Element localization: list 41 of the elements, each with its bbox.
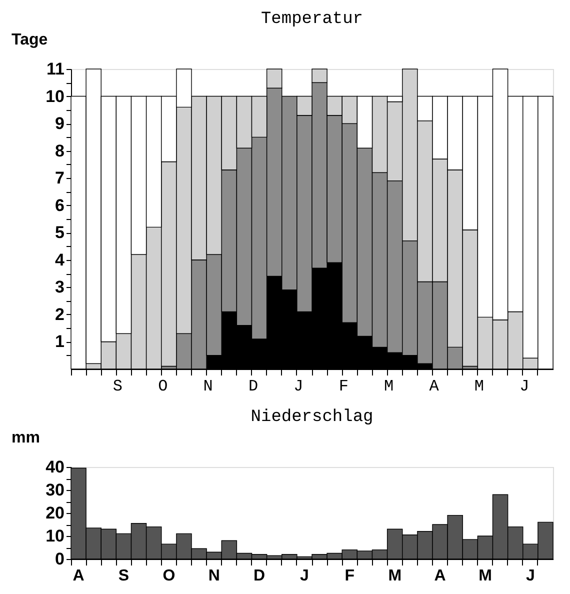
y-tick-label: 30	[46, 480, 64, 500]
y-tick-label: 6	[55, 196, 64, 215]
x-tick-label: A	[72, 568, 85, 584]
x-tick-label: M	[478, 568, 492, 584]
y-tick-label: 2	[55, 304, 64, 324]
x-tick-label: F	[338, 378, 348, 396]
x-tick-label: J	[294, 378, 304, 396]
x-tick-label: N	[208, 568, 220, 584]
y-tick-label: 3	[55, 278, 64, 297]
x-tick-label: O	[162, 568, 176, 584]
x-tick-label: N	[203, 378, 213, 396]
x-tick-label: A	[434, 568, 446, 584]
x-tick-label: F	[344, 568, 355, 584]
x-tick-label: D	[254, 568, 266, 584]
y-tick-label: 11	[46, 60, 64, 78]
chart-title: Temperatur	[260, 10, 364, 29]
y-tick-label: 9	[55, 114, 64, 134]
x-tick-label: O	[158, 378, 168, 396]
x-tick-label: A	[429, 378, 440, 396]
y-tick-label: 10	[46, 526, 64, 546]
y-tick-label: 20	[46, 504, 64, 522]
y-axis-title: mm	[12, 430, 40, 446]
y-tick-label: 4	[55, 250, 66, 270]
y-tick-label: 1	[55, 332, 64, 352]
x-tick-label: J	[526, 568, 535, 584]
x-tick-label: D	[248, 378, 258, 396]
y-tick-label: 8	[55, 141, 64, 160]
x-tick-label: S	[112, 378, 123, 396]
x-tick-label: S	[118, 568, 130, 584]
x-tick-label: M	[388, 568, 402, 584]
y-axis-title: Tage	[12, 32, 48, 48]
x-tick-label: J	[300, 568, 309, 584]
y-tick-label: 0	[55, 550, 64, 568]
x-tick-label: M	[474, 378, 484, 396]
x-tick-label: M	[384, 378, 394, 396]
chart-title: Niederschlag	[250, 408, 374, 427]
y-tick-label: 5	[55, 223, 64, 242]
y-tick-label: 7	[55, 168, 64, 188]
y-tick-label: 40	[46, 458, 64, 476]
x-tick-label: J	[520, 378, 530, 396]
y-tick-label: 10	[46, 86, 64, 106]
